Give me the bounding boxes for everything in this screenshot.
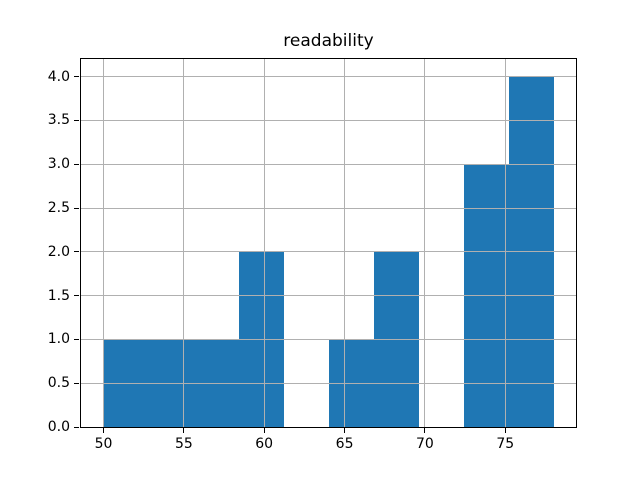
x-tick-label: 55 <box>174 436 193 452</box>
x-tick-label: 70 <box>415 436 434 452</box>
gridline-vertical <box>424 59 426 427</box>
gridline-horizontal <box>81 119 576 121</box>
y-tick-label: 3.0 <box>47 156 70 173</box>
y-tick-label: 1.5 <box>47 287 70 304</box>
plot-area <box>80 58 577 428</box>
gridline-horizontal <box>81 338 576 340</box>
y-tick-mark <box>74 207 79 209</box>
x-tick-label: 50 <box>94 436 113 452</box>
x-tick-mark <box>424 428 426 433</box>
gridline-horizontal <box>81 163 576 165</box>
x-tick-mark <box>263 428 265 433</box>
grid-layer <box>81 59 576 427</box>
y-tick-mark <box>74 251 79 253</box>
y-tick-label: 2.0 <box>47 243 70 260</box>
gridline-horizontal <box>81 76 576 77</box>
x-tick-mark <box>103 428 104 433</box>
y-tick-label: 0.0 <box>47 419 70 435</box>
y-tick-mark <box>74 119 79 121</box>
x-tick-label: 75 <box>496 436 515 452</box>
gridline-horizontal <box>81 251 576 253</box>
gridline-vertical <box>183 59 185 427</box>
x-tick-label: 60 <box>255 436 274 452</box>
y-tick-mark <box>74 382 79 384</box>
x-tick-mark <box>183 428 185 433</box>
y-tick-label: 2.5 <box>47 200 70 216</box>
gridline-vertical <box>344 59 346 427</box>
gridline-horizontal <box>81 295 576 297</box>
y-tick-mark <box>74 163 79 165</box>
gridline-vertical <box>504 59 506 427</box>
y-tick-label: 4.0 <box>47 68 70 85</box>
gridline-horizontal <box>81 382 576 384</box>
gridline-vertical <box>103 59 104 427</box>
gridline-vertical <box>263 59 265 427</box>
x-tick-mark <box>344 428 346 433</box>
chart-title: readability <box>283 31 374 51</box>
x-tick-mark <box>504 428 506 433</box>
y-tick-mark <box>74 76 79 77</box>
y-tick-label: 1.0 <box>47 331 70 348</box>
y-tick-mark <box>74 338 79 340</box>
y-tick-mark <box>74 426 79 428</box>
y-tick-label: 3.5 <box>47 112 70 129</box>
x-tick-label: 65 <box>335 436 354 452</box>
y-tick-mark <box>74 295 79 297</box>
y-tick-label: 0.5 <box>47 375 70 392</box>
gridline-horizontal <box>81 207 576 209</box>
